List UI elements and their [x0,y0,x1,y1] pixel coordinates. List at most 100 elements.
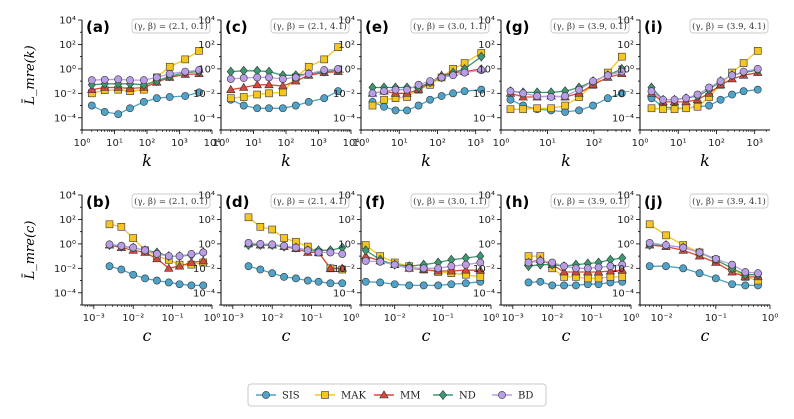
point-sis [506,95,515,104]
y-tick-label: 10⁻⁴ [612,288,634,299]
panel-label: (g) [505,18,529,36]
x-axis-label: c [422,326,431,345]
y-tick-label: 10⁻⁴ [473,288,495,299]
legend-box [247,383,547,407]
point-sis [617,89,626,98]
point-mak [380,95,388,104]
point-mak [506,105,515,114]
annotation-text: (γ, β) = (2.1, 0.1) [134,21,208,32]
y-tick-label: 10⁰ [478,64,495,75]
x-tick-label: 10¹ [106,138,123,149]
y-tick-label: 10⁻⁴ [54,113,76,124]
point-bd [361,257,370,265]
point-mak [753,47,762,55]
y-tick-label: 10⁻⁴ [193,113,215,124]
point-sis [141,274,149,283]
point-nd [226,66,235,77]
y-tick-label: 10⁻⁴ [333,113,355,124]
x-tick-label: 10¹ [391,138,408,149]
point-bd [368,89,377,98]
point-sis [338,279,347,288]
point-mak [117,223,126,231]
x-tick-label: 10³ [467,138,484,149]
x-axis-label: k [142,151,152,170]
point-bd [695,248,704,257]
point-bd [199,248,208,257]
point-bd [670,95,679,104]
point-sis [114,110,123,118]
point-mak [268,225,277,234]
point-mak [561,101,569,110]
point-bd [390,260,399,269]
x-tick-label: 10⁴ [204,138,221,149]
point-mak [594,274,603,283]
panel-label: (h) [505,193,529,211]
point-bd [682,94,690,103]
x-tick-label: 10⁴ [343,138,360,149]
point-mak [647,104,656,113]
y-tick-label: 10⁻² [612,89,634,100]
annotation-text: (γ, β) = (2.1, 4.1) [273,196,347,207]
point-bd [253,73,262,82]
point-bd [477,66,486,74]
point-mak [739,59,748,67]
legend-marker [498,391,506,399]
point-bd [380,87,388,96]
point-sis [129,270,138,279]
y-tick-label: 10⁻² [333,264,355,275]
point-bd [292,243,300,252]
legend-marker [321,391,329,399]
legend-label: BD [518,391,533,402]
point-sis [711,274,720,283]
annotation-text: (γ, β) = (3.9, 0.1) [553,196,627,207]
panel-i: 10⁻⁴ 10⁻² 10⁰ 10² 10⁴ 10⁰ 10¹ 10² 10³ (i) (γ, β) =… [612,16,770,170]
point-mak [659,105,667,114]
series-line-bd [372,69,482,94]
y-tick-label: 10² [198,215,215,226]
point-bd [426,77,434,86]
x-tick-label: 10⁰ [483,313,500,324]
point-bd [291,73,300,82]
point-sis [181,92,190,100]
point-mm [605,266,616,275]
y-tick-label: 10⁻⁴ [333,288,355,299]
point-sis [187,281,196,290]
point-bd [164,252,173,261]
point-mak [662,231,670,240]
point-sis [326,279,335,288]
point-sis [334,87,342,96]
point-bd [589,77,597,86]
y-tick-label: 10⁰ [198,64,215,75]
point-bd [645,239,654,247]
point-sis [100,108,109,116]
series-line-sis [372,89,482,112]
point-bd [583,264,592,273]
point-bd [547,93,556,101]
y-tick-label: 10⁰ [338,64,355,75]
point-bd [376,257,385,266]
y-axis-label: L̄_mre(c) [22,221,38,281]
annotation-box [550,193,630,209]
annotation-text: (γ, β) = (3.9, 4.1) [692,21,766,32]
point-bd [139,76,148,85]
annotation-text: (γ, β) = (2.1, 0.1) [134,196,208,207]
point-sis [426,95,434,104]
y-tick-label: 10⁴ [59,16,76,27]
panel-label: (i) [644,18,663,36]
point-bd [705,83,713,92]
point-sis [153,276,161,285]
point-sis [244,262,253,271]
annotation-text: (γ, β) = (3.9, 4.1) [692,196,766,207]
point-mak [682,104,690,113]
legend-entry-bd: BD [492,391,533,402]
y-tick-label: 10⁻² [193,89,215,100]
y-tick-label: 10⁴ [617,16,634,27]
legend-marker [439,390,447,400]
point-bd [594,263,603,272]
point-sis [414,101,423,110]
point-mak [280,234,288,242]
point-bd [460,68,469,77]
point-bd [338,250,347,258]
point-mak [320,55,329,64]
point-bd [391,85,400,94]
